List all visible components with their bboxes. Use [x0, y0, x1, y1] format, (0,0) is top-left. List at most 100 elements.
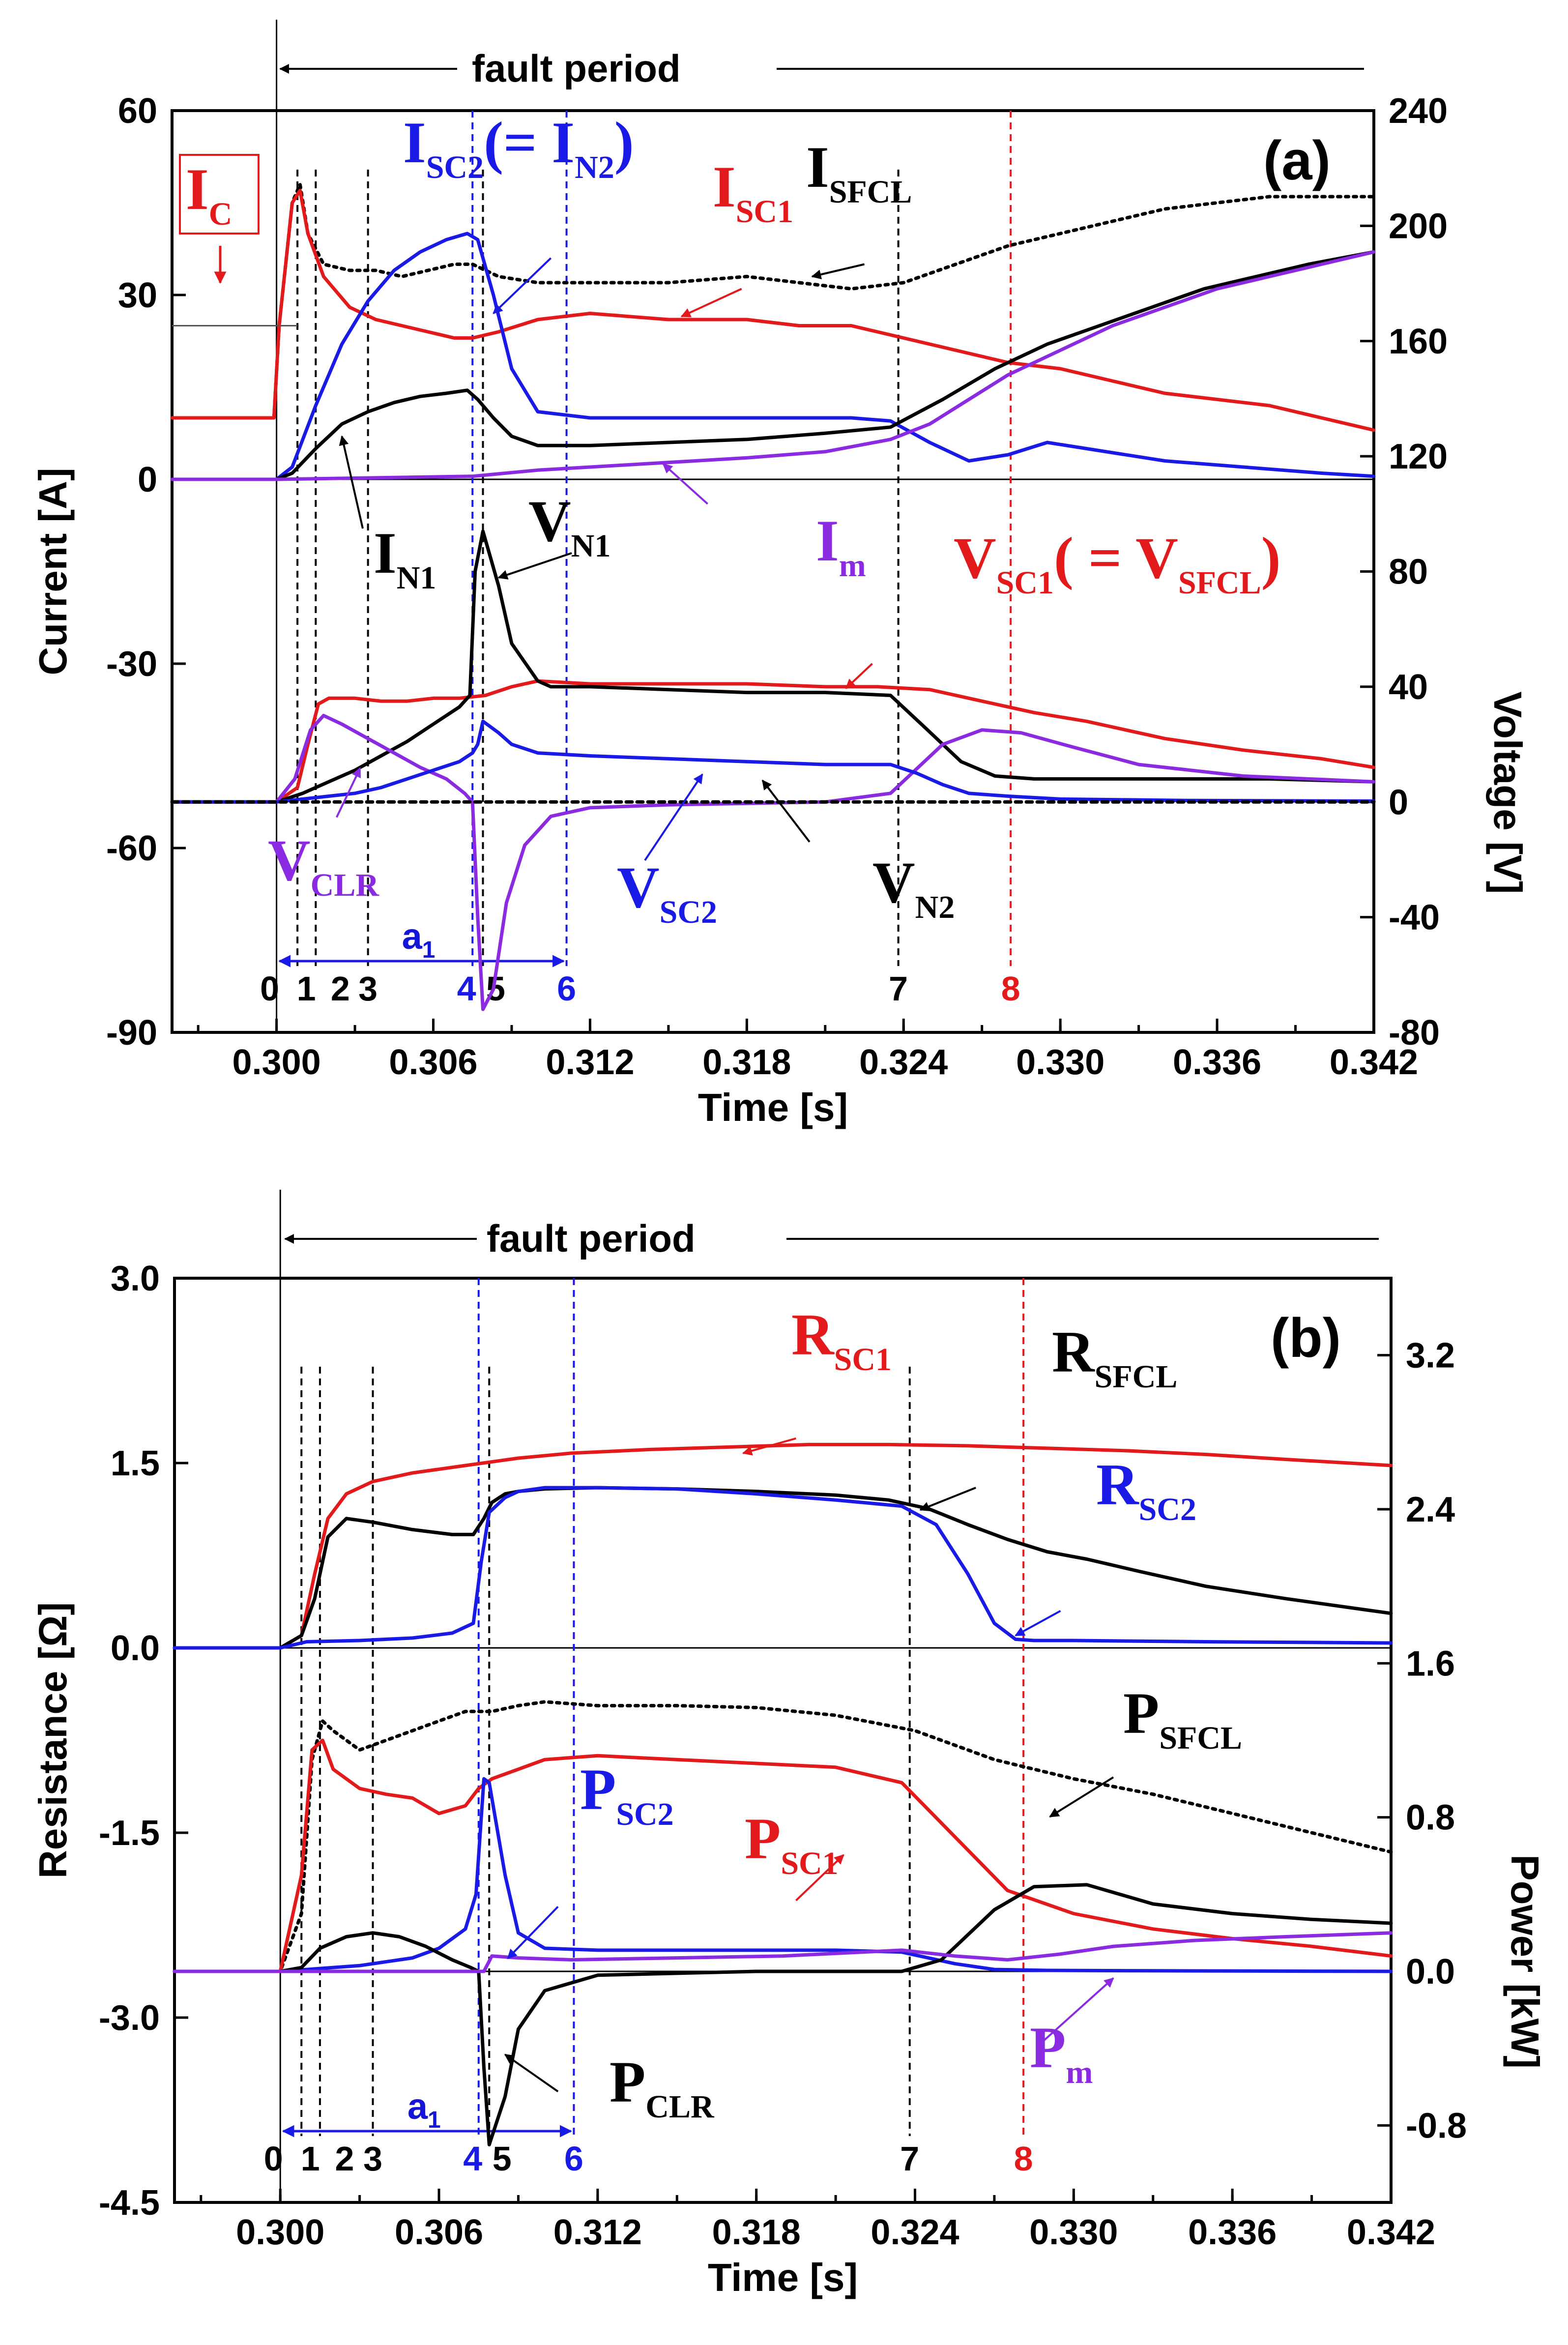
annotation-i-sc2: ISC2(= IN2)	[403, 110, 634, 185]
annotation-p-sfcl: PSFCL	[1123, 1680, 1242, 1756]
y-left-tick-label: -3.0	[99, 1998, 160, 2038]
y-left-tick-label: 1.5	[111, 1444, 160, 1483]
y-left-tick-label: 0	[138, 460, 157, 499]
annotation-main: I	[713, 154, 736, 219]
series-i-n1	[170, 250, 1376, 481]
series-v-clr	[170, 714, 1376, 1011]
annotation-arrow	[1041, 1977, 1114, 2043]
x-tick-label: 0.324	[871, 2213, 959, 2252]
x-tick-label: 0.300	[232, 1043, 321, 1082]
annotation-arrow	[761, 779, 811, 843]
x-tick-label: 0.306	[395, 2213, 483, 2252]
annotation-sub: SC2	[660, 894, 717, 930]
event-label-3: 3	[363, 2140, 382, 2178]
annotation-arrow	[919, 1487, 977, 1511]
y-left-tick-label: 30	[118, 276, 157, 315]
annotation-arrow	[644, 773, 703, 861]
annotation-arrow	[845, 663, 873, 689]
annotation-i-sc1: ISC1	[713, 154, 793, 230]
event-label-5: 5	[493, 2140, 512, 2178]
annotation-arrow	[339, 435, 364, 529]
annotation-main: I	[806, 134, 829, 200]
y-left-tick-label: -1.5	[99, 1814, 160, 1853]
y-right-tick-label: 200	[1389, 206, 1448, 246]
annotation-sub: SFCL	[1159, 1720, 1242, 1756]
y-left-tick-label: -30	[106, 645, 157, 684]
annotation-v-sc2: VSC2	[617, 854, 717, 930]
annotation-main: P	[580, 1757, 616, 1822]
y-right-tick-label: -80	[1389, 1013, 1440, 1053]
series-i-m	[170, 250, 1376, 481]
event-label-4: 4	[463, 2140, 482, 2178]
x-tick-label: 0.330	[1016, 1043, 1104, 1082]
annotation-sub: SFCL	[1095, 1359, 1178, 1395]
annotation-suffix: (= I	[484, 110, 575, 175]
annotation-sub: SC1	[834, 1342, 892, 1378]
series-p-sc2	[173, 1777, 1393, 1973]
annotation-sub: C	[209, 196, 232, 232]
event-label-8: 8	[1014, 2140, 1033, 2178]
annotation-arrow	[742, 1437, 796, 1456]
annotation-v-sc1: VSC1( = VSFCL)	[954, 525, 1281, 601]
a1-sub: 1	[428, 2107, 441, 2133]
x-tick-label: 0.318	[702, 1043, 791, 1082]
x-tick-label: 0.330	[1029, 2213, 1118, 2252]
annotation-r-sc1: RSC1	[791, 1302, 892, 1378]
annotation-sub: SC2	[1139, 1492, 1196, 1527]
a1-sub: 1	[422, 937, 436, 963]
y-left-axis-title: Resistance [Ω]	[31, 1602, 75, 1878]
y-right-tick-label: 3.2	[1406, 1336, 1455, 1376]
y-left-tick-label: 3.0	[111, 1259, 160, 1298]
annotation-sub: m	[1066, 2054, 1093, 2090]
annotation-sub: N1	[571, 528, 611, 564]
y-right-tick-label: 40	[1389, 668, 1428, 707]
annotation-main: I	[816, 508, 839, 573]
annotation-arrow	[507, 1906, 559, 1960]
x-tick-label: 0.306	[389, 1043, 477, 1082]
annotation-main: V	[528, 488, 571, 554]
plot-frame	[173, 1277, 1393, 2204]
annotation-arrow	[680, 288, 742, 318]
series-v-n1	[170, 529, 1376, 804]
annotation-i-sfcl: ISFCL	[806, 134, 912, 210]
event-label-0: 0	[260, 969, 279, 1008]
y-left-tick-label: 0.0	[111, 1629, 160, 1668]
series-r-sc2	[173, 1486, 1393, 1650]
event-label-7: 7	[889, 969, 908, 1008]
annotation-i-n1: IN1	[374, 520, 436, 596]
event-label-7: 7	[900, 2140, 919, 2178]
a1-main: a	[402, 916, 423, 957]
annotation-main: I	[374, 520, 397, 586]
annotation-main: V	[954, 525, 996, 590]
annotation-sub: SFCL	[829, 174, 912, 210]
x-tick-label: 0.312	[553, 2213, 642, 2252]
annotation-v-n2: VN2	[872, 850, 955, 925]
series-p-clr	[173, 1883, 1393, 2146]
y-right-tick-label: 240	[1389, 91, 1448, 131]
series-p-sc1	[173, 1738, 1393, 1973]
annotation-v-clr: VCLR	[268, 827, 379, 903]
event-label-6: 6	[557, 969, 576, 1008]
event-label-0: 0	[264, 2140, 283, 2178]
y-left-tick-label: 60	[118, 91, 157, 131]
event-label-2: 2	[331, 969, 350, 1008]
annotation-main: R	[1096, 1452, 1139, 1517]
annotation-main: P	[610, 2049, 645, 2114]
event-label-6: 6	[564, 2140, 583, 2178]
annotation-r-sfcl: RSFCL	[1052, 1319, 1177, 1395]
panel-label: (a)	[1263, 130, 1331, 191]
y-left-axis-title: Current [A]	[31, 468, 75, 675]
annotation-sub: SC2	[616, 1796, 673, 1832]
x-tick-label: 0.342	[1347, 2213, 1435, 2252]
y-right-tick-label: 0	[1389, 783, 1408, 822]
annotation-main: P	[1123, 1680, 1159, 1746]
annotation-main: I	[403, 110, 426, 175]
annotation-p-sc1: PSC1	[745, 1806, 839, 1881]
x-axis-title: Time [s]	[698, 1085, 848, 1129]
annotation-arrow	[1049, 1776, 1114, 1818]
annotation-sub: SC2	[426, 149, 484, 185]
x-tick-label: 0.312	[546, 1043, 634, 1082]
annotation-suffix-end: )	[614, 110, 634, 175]
annotation-p-sc2: PSC2	[580, 1757, 674, 1832]
